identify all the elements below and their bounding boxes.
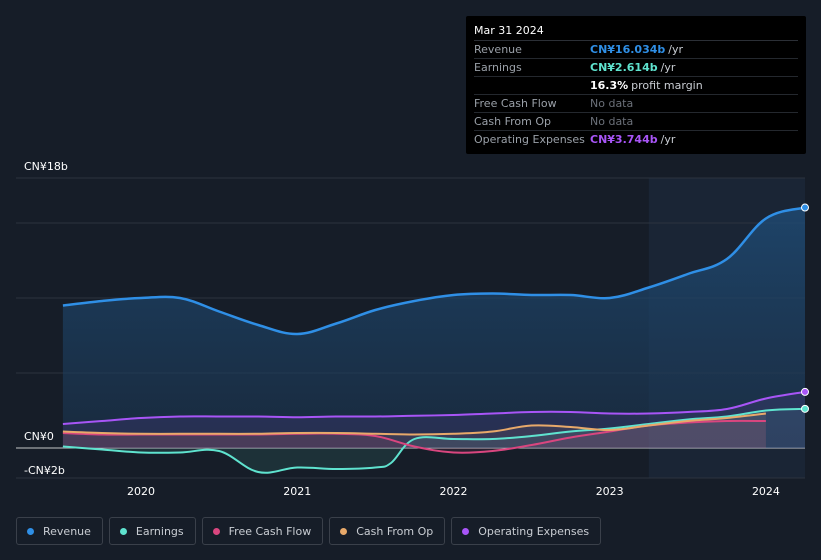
tooltip-row-value: CN¥3.744b/yr (590, 133, 676, 146)
operating-expenses-end-point (801, 387, 809, 396)
legend-dot-icon (212, 527, 220, 535)
legend-item-operating-expenses[interactable]: Operating Expenses (451, 517, 602, 545)
legend-label: Revenue (43, 524, 91, 538)
revenue-area (62, 207, 805, 448)
tooltip-row-value: No data (590, 97, 634, 110)
earnings-end-point (801, 404, 809, 413)
tooltip-row: 16.3% profit margin (474, 77, 798, 95)
earnings-line (62, 407, 806, 474)
tooltip-date: Mar 31 2024 (474, 22, 798, 41)
tooltip-row-label: Free Cash Flow (474, 97, 557, 110)
y-tick-label: CN¥0 (24, 430, 54, 443)
operating-expenses-line (62, 390, 806, 425)
earnings-area (62, 408, 805, 473)
tooltip-row-label: Operating Expenses (474, 133, 585, 146)
revenue-line (62, 206, 806, 336)
x-tick-label: 2024 (752, 485, 780, 498)
legend-item-earnings[interactable]: Earnings (108, 517, 196, 545)
tooltip-row-value: CN¥2.614b/yr (590, 61, 676, 74)
legend-dot-icon (27, 527, 34, 535)
legend: Revenue Earnings Free Cash Flow Cash From O… (16, 517, 602, 545)
y-tick-label: -CN¥2b (24, 464, 65, 477)
legend-item-free-cash-flow[interactable]: Free Cash Flow (201, 517, 324, 545)
y-tick-label: CN¥18b (24, 160, 68, 173)
legend-dot-icon (462, 527, 470, 535)
tooltip-row: Operating Expenses CN¥3.744b/yr (474, 131, 798, 148)
cash-from-op-area (62, 413, 766, 448)
x-tick-label: 2020 (127, 485, 155, 498)
tooltip-row-label: Earnings (474, 61, 522, 74)
free-cash-flow-area (62, 420, 766, 453)
tooltip: Mar 31 2024 Revenue CN¥16.034b/yr Earnings… (466, 16, 806, 154)
tooltip-row: Free Cash Flow No data (474, 95, 798, 113)
revenue-end-point (801, 203, 809, 212)
tooltip-row-label: Cash From Op (474, 115, 552, 128)
x-tick-label: 2022 (439, 485, 467, 498)
tooltip-row-label: Revenue (474, 43, 522, 56)
legend-label: Earnings (135, 524, 184, 538)
tooltip-row: Revenue CN¥16.034b/yr (474, 41, 798, 59)
legend-label: Operating Expenses (478, 524, 590, 538)
legend-item-cash-from-op[interactable]: Cash From Op (329, 517, 446, 545)
tooltip-row-value: No data (590, 115, 634, 128)
tooltip-row: Earnings CN¥2.614b/yr (474, 59, 798, 77)
cash-from-op-line (62, 412, 767, 436)
legend-item-revenue[interactable]: Revenue (16, 517, 103, 545)
legend-dot-icon (119, 527, 127, 535)
x-tick-label: 2021 (283, 485, 311, 498)
tooltip-row-value: CN¥16.034b/yr (590, 43, 684, 56)
tooltip-row-label (474, 77, 590, 94)
x-tick-label: 2023 (596, 485, 624, 498)
chart: CN¥18b CN¥0 -CN¥2b 2020 2021 2022 2023 2024 (16, 160, 809, 498)
legend-dot-icon (340, 527, 348, 535)
legend-label: Free Cash Flow (228, 524, 312, 538)
tooltip-row: Cash From Op No data (474, 113, 798, 131)
tooltip-row-value: 16.3% profit margin (590, 79, 703, 92)
legend-label: Cash From Op (356, 524, 434, 538)
